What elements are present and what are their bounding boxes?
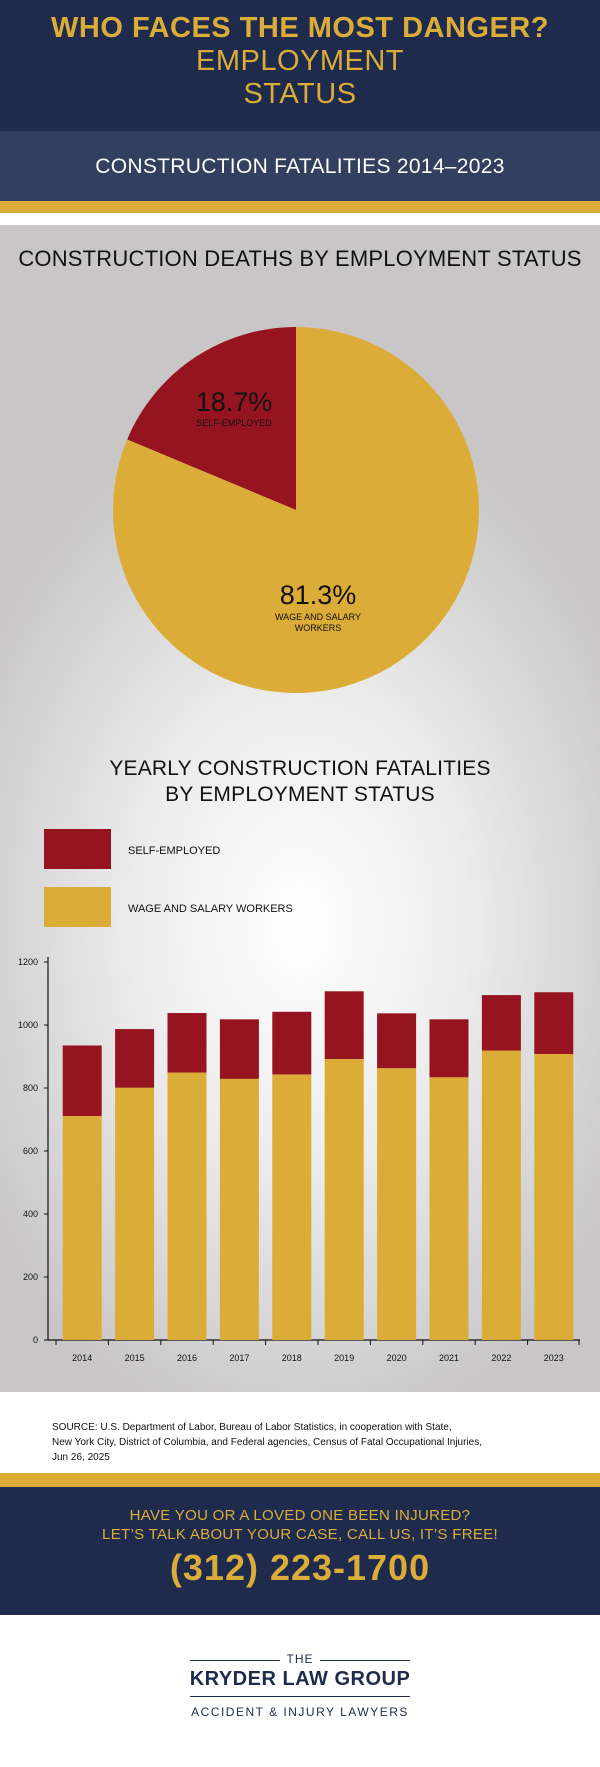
source-line-1: SOURCE: U.S. Department of Labor, Bureau… bbox=[52, 1422, 452, 1433]
bar-wage-salary-2017 bbox=[219, 1078, 259, 1340]
logo-rule-left bbox=[190, 1660, 280, 1661]
y-tick-label: 1000 bbox=[18, 1020, 38, 1030]
title-light-2: STATUS bbox=[243, 78, 357, 110]
y-tick-label: 800 bbox=[23, 1083, 38, 1093]
gold-divider-top bbox=[0, 201, 600, 213]
call-to-action: HAVE YOU OR A LOVED ONE BEEN INJURED? LE… bbox=[0, 1487, 600, 1615]
bar-chart-title: YEARLY CONSTRUCTION FATALITIES BY EMPLOY… bbox=[0, 756, 600, 808]
bar-wage-salary-2023 bbox=[534, 1053, 574, 1340]
pie-chart-title: CONSTRUCTION DEATHS BY EMPLOYMENT STATUS bbox=[18, 246, 582, 271]
pie-chart: 18.7% SELF-EMPLOYED 81.3% WAGE AND SALAR… bbox=[112, 327, 479, 693]
source-citation: SOURCE: U.S. Department of Labor, Bureau… bbox=[52, 1420, 572, 1465]
pie-slice-self-employed bbox=[127, 327, 297, 510]
x-tick-label-2019: 2019 bbox=[334, 1353, 354, 1363]
cta-text: HAVE YOU OR A LOVED ONE BEEN INJURED? LE… bbox=[0, 1506, 600, 1544]
bar-self-employed-2020 bbox=[377, 1013, 417, 1069]
legend-label-wage-salary: WAGE AND SALARY WORKERS bbox=[128, 903, 293, 915]
subheader-band: CONSTRUCTION FATALITIES 2014–2023 bbox=[0, 131, 600, 201]
phone-number-link[interactable]: (312) 223-1700 bbox=[169, 1547, 431, 1588]
x-tick-label-2014: 2014 bbox=[72, 1353, 92, 1363]
white-divider bbox=[0, 213, 600, 225]
bar-self-employed-2015 bbox=[115, 1029, 155, 1088]
bar-self-employed-2019 bbox=[324, 991, 364, 1060]
pie-label-wage-salary-line2: WORKERS bbox=[295, 623, 342, 633]
bar-self-employed-2021 bbox=[429, 1019, 469, 1078]
bar-wage-salary-2015 bbox=[115, 1087, 155, 1340]
cta-line-2: LET’S TALK ABOUT YOUR CASE, CALL US, IT’… bbox=[102, 1526, 498, 1543]
title-light-1: EMPLOYMENT bbox=[195, 45, 405, 77]
pie-label-self-employed: SELF-EMPLOYED bbox=[196, 418, 272, 428]
legend-label-self-employed: SELF-EMPLOYED bbox=[128, 845, 221, 857]
page-title: WHO FACES THE MOST DANGER? EMPLOYMENT ST… bbox=[0, 12, 600, 111]
x-tick-label-2020: 2020 bbox=[387, 1353, 407, 1363]
pie-percent-self-employed: 18.7% bbox=[196, 387, 273, 417]
bar-self-employed-2014 bbox=[62, 1045, 102, 1117]
bar-self-employed-2017 bbox=[219, 1019, 259, 1079]
bar-chart: 0 200 400 600 800 1000 1200 2014 2015 2016 2017 201… bbox=[18, 957, 580, 1363]
legend-swatch-wage-salary bbox=[44, 887, 111, 927]
pie-slice-wage-salary bbox=[112, 327, 479, 693]
y-tick-label: 600 bbox=[23, 1146, 38, 1156]
bar-wage-salary-2020 bbox=[377, 1068, 417, 1340]
bar-self-employed-2016 bbox=[167, 1013, 207, 1073]
y-tick-label: 200 bbox=[23, 1272, 38, 1282]
cta-line-1: HAVE YOU OR A LOVED ONE BEEN INJURED? bbox=[129, 1507, 471, 1524]
y-tick-label: 400 bbox=[23, 1209, 38, 1219]
x-tick-label-2021: 2021 bbox=[439, 1353, 459, 1363]
source-line-3: Jun 26, 2025 bbox=[52, 1452, 110, 1463]
header: WHO FACES THE MOST DANGER? EMPLOYMENT ST… bbox=[0, 0, 600, 131]
bar-self-employed-2023 bbox=[534, 992, 574, 1054]
bar-wage-salary-2014 bbox=[62, 1116, 102, 1340]
x-tick-label-2016: 2016 bbox=[177, 1353, 197, 1363]
bar-wage-salary-2021 bbox=[429, 1077, 469, 1340]
pie-label-wage-salary-line1: WAGE AND SALARY bbox=[275, 612, 361, 622]
logo-the: THE bbox=[286, 1652, 314, 1666]
y-tick-label: 0 bbox=[33, 1335, 38, 1345]
gold-divider-bottom bbox=[0, 1473, 600, 1487]
firm-logo[interactable]: THE KRYDER LAW GROUP ACCIDENT & INJURY L… bbox=[0, 1650, 600, 1730]
source-line-2: New York City, District of Columbia, and… bbox=[52, 1437, 483, 1448]
subtitle: CONSTRUCTION FATALITIES 2014–2023 bbox=[95, 155, 505, 178]
bar-wage-salary-2018 bbox=[272, 1074, 312, 1340]
bar-chart-title-line1: YEARLY CONSTRUCTION FATALITIES bbox=[109, 757, 491, 780]
x-tick-label-2022: 2022 bbox=[491, 1353, 511, 1363]
logo-name: KRYDER LAW GROUP bbox=[189, 1668, 411, 1690]
bar-self-employed-2022 bbox=[481, 995, 521, 1051]
bar-chart-title-line2: BY EMPLOYMENT STATUS bbox=[165, 783, 435, 806]
bar-wage-salary-2022 bbox=[481, 1050, 521, 1340]
pie-percent-wage-salary: 81.3% bbox=[280, 580, 357, 610]
y-tick-label: 1200 bbox=[18, 957, 38, 967]
x-tick-label-2018: 2018 bbox=[282, 1353, 302, 1363]
x-tick-label-2015: 2015 bbox=[125, 1353, 145, 1363]
x-tick-label-2023: 2023 bbox=[544, 1353, 564, 1363]
bar-wage-salary-2019 bbox=[324, 1059, 364, 1340]
legend-swatch-self-employed bbox=[44, 829, 111, 869]
logo-rule-right bbox=[320, 1660, 410, 1661]
title-bold: WHO FACES THE MOST DANGER? bbox=[51, 12, 549, 44]
logo-tagline: ACCIDENT & INJURY LAWYERS bbox=[191, 1705, 409, 1719]
logo-rule-middle bbox=[190, 1696, 410, 1697]
x-tick-label-2017: 2017 bbox=[229, 1353, 249, 1363]
bar-wage-salary-2016 bbox=[167, 1072, 207, 1340]
bar-self-employed-2018 bbox=[272, 1011, 312, 1075]
